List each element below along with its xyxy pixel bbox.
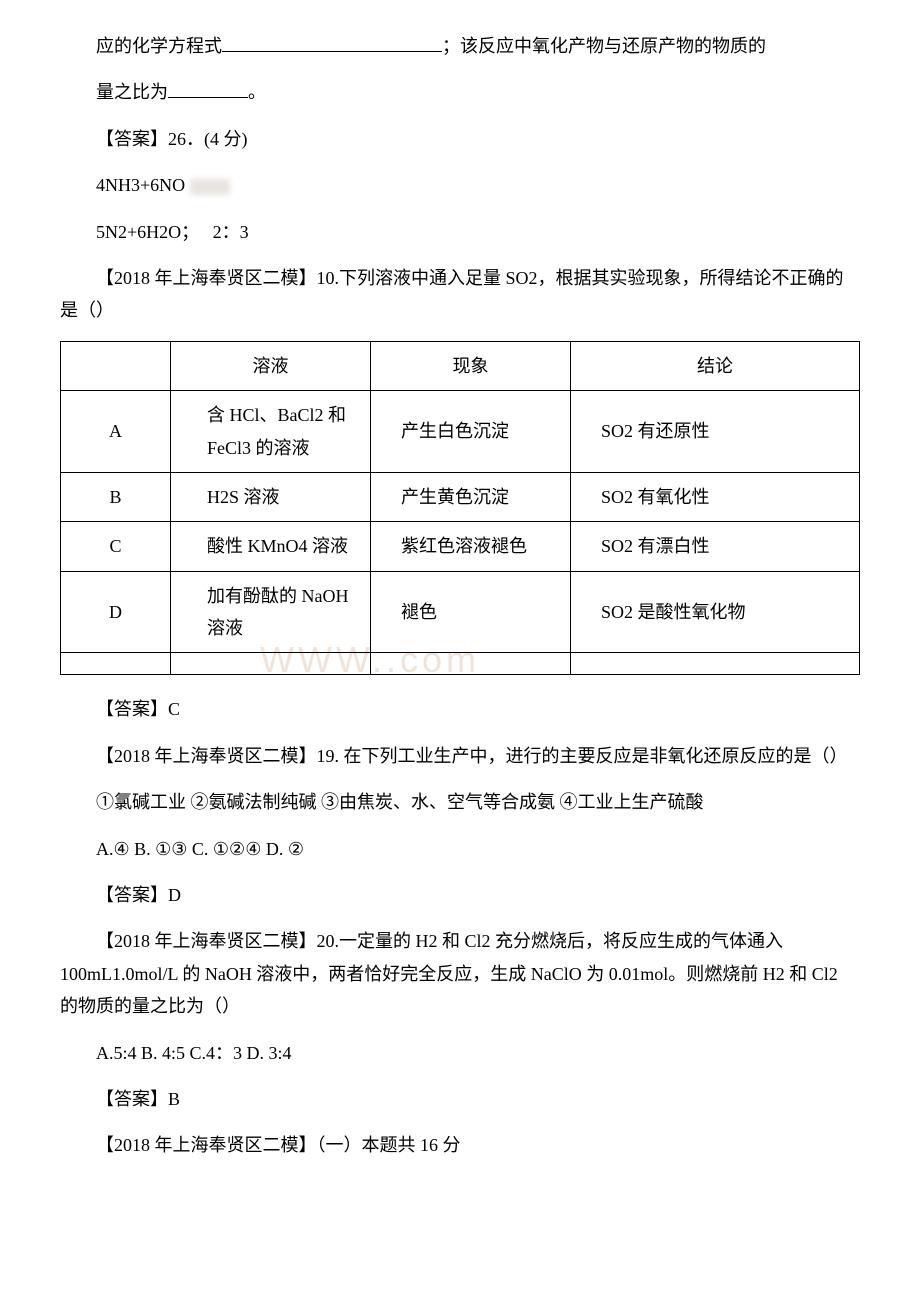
- cell-d1: D: [61, 571, 171, 653]
- table-row: A 含 HCl、BaCl2 和 FeCl3 的溶液 产生白色沉淀 SO2 有还原…: [61, 391, 860, 473]
- th-1: [61, 341, 171, 390]
- table-row: C 酸性 KMnO4 溶液 紫红色溶液褪色 SO2 有漂白性: [61, 522, 860, 571]
- line-2b: 。: [248, 82, 266, 102]
- cell-c2: 酸性 KMnO4 溶液: [171, 522, 371, 571]
- empty-3: [371, 653, 571, 675]
- section-title: 【2018 年上海奉贤区二模】（一）本题共 16 分: [96, 1135, 461, 1155]
- blank-1: [222, 34, 442, 52]
- cell-d4: SO2 是酸性氧化物: [571, 571, 860, 653]
- cell-c3: 紫红色溶液褪色: [371, 522, 571, 571]
- answer-d: 【答案】D: [96, 885, 181, 905]
- answer-c: 【答案】C: [96, 699, 180, 719]
- empty-2: [171, 653, 371, 675]
- empty-1: [61, 653, 171, 675]
- answer-b: 【答案】B: [96, 1089, 180, 1109]
- cell-b4: SO2 有氧化性: [571, 472, 860, 521]
- cell-d2: 加有酚酞的 NaOH 溶液: [171, 571, 371, 653]
- cell-a4: SO2 有还原性: [571, 391, 860, 473]
- th-2: 溶液: [171, 341, 371, 390]
- cell-a3: 产生白色沉淀: [371, 391, 571, 473]
- th-3: 现象: [371, 341, 571, 390]
- line-1a: 应的化学方程式: [96, 36, 222, 56]
- cell-b3: 产生黄色沉淀: [371, 472, 571, 521]
- eq-left: 4NH3+6NO: [96, 175, 185, 195]
- so2-table: 溶液 现象 结论 A 含 HCl、BaCl2 和 FeCl3 的溶液 产生白色沉…: [60, 341, 860, 676]
- table-row: D 加有酚酞的 NaOH 溶液 褪色 SO2 是酸性氧化物: [61, 571, 860, 653]
- eq-right: 5N2+6H2O；: [96, 222, 199, 242]
- cell-b2: H2S 溶液: [171, 472, 371, 521]
- q10-stem: 【2018 年上海奉贤区二模】10.下列溶液中通入足量 SO2，根据其实验现象，…: [60, 268, 844, 320]
- table-empty-row: [61, 653, 860, 675]
- blank-2: [168, 80, 248, 98]
- answer-26: 【答案】26．(4 分): [96, 129, 248, 149]
- q19-list: ①氯碱工业 ②氨碱法制纯碱 ③由焦炭、水、空气等合成氨 ④工业上生产硫酸: [96, 792, 704, 812]
- q19-stem: 【2018 年上海奉贤区二模】19. 在下列工业生产中，进行的主要反应是非氧化还…: [96, 746, 848, 766]
- blur-icon: [190, 179, 230, 195]
- table-header-row: 溶液 现象 结论: [61, 341, 860, 390]
- q20-stem: 【2018 年上海奉贤区二模】20.一定量的 H2 和 Cl2 充分燃烧后，将反…: [60, 931, 838, 1016]
- cell-b1: B: [61, 472, 171, 521]
- cell-a2: 含 HCl、BaCl2 和 FeCl3 的溶液: [171, 391, 371, 473]
- q20-options: A.5:4 B. 4:5 C.4：3 D. 3:4: [96, 1043, 292, 1063]
- line-2a: 量之比为: [96, 82, 168, 102]
- table-row: B H2S 溶液 产生黄色沉淀 SO2 有氧化性: [61, 472, 860, 521]
- line-1b: ；该反应中氧化产物与还原产物的物质的: [442, 36, 766, 56]
- ratio: 2：3: [213, 222, 249, 242]
- cell-d3: 褪色: [371, 571, 571, 653]
- cell-a1: A: [61, 391, 171, 473]
- empty-4: [571, 653, 860, 675]
- q19-options: A.④ B. ①③ C. ①②④ D. ②: [96, 839, 304, 859]
- th-4: 结论: [571, 341, 860, 390]
- cell-c4: SO2 有漂白性: [571, 522, 860, 571]
- cell-c1: C: [61, 522, 171, 571]
